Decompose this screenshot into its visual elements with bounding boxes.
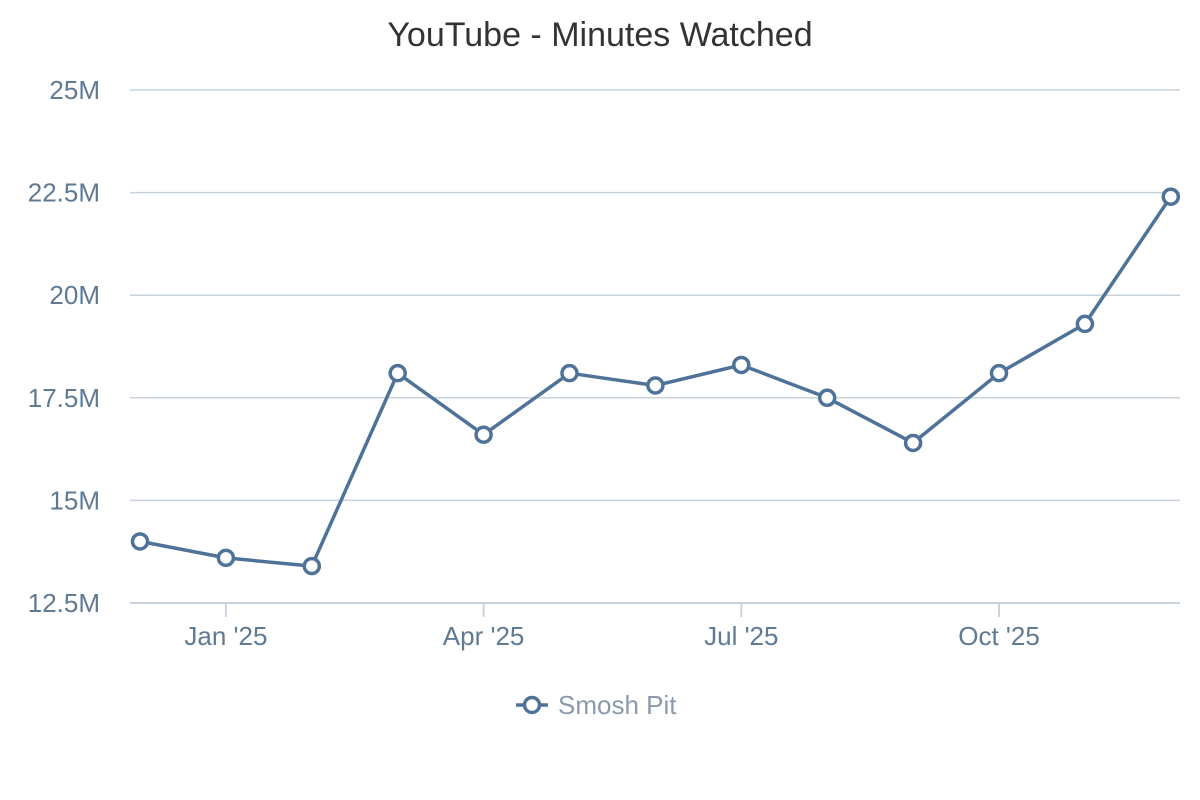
legend-label[interactable]: Smosh Pit xyxy=(558,690,677,720)
y-tick-label: 12.5M xyxy=(28,588,100,618)
data-point[interactable] xyxy=(130,532,150,551)
y-tick-label: 15M xyxy=(49,485,100,515)
y-tick-label: 25M xyxy=(49,75,100,105)
data-point[interactable] xyxy=(560,363,579,383)
y-tick-label: 20M xyxy=(49,280,100,310)
data-point[interactable] xyxy=(732,355,751,375)
data-point[interactable] xyxy=(302,556,322,576)
data-point[interactable] xyxy=(388,363,407,383)
x-tick-label: Oct '25 xyxy=(958,621,1040,651)
series-points xyxy=(130,187,1181,576)
y-axis-ticks: 12.5M 15M 17.5M 20M 22.5M 25M xyxy=(28,75,100,618)
x-tick-label: Jan '25 xyxy=(184,621,267,651)
x-tick-label: Apr '25 xyxy=(443,621,525,651)
legend-marker xyxy=(522,695,542,715)
x-tick-label: Jul '25 xyxy=(704,621,778,651)
data-point[interactable] xyxy=(474,425,493,444)
data-point[interactable] xyxy=(1075,314,1095,334)
chart-title: YouTube - Minutes Watched xyxy=(387,16,812,54)
x-axis: Jan '25 Apr '25 Jul '25 Oct '25 xyxy=(130,602,1180,651)
data-point[interactable] xyxy=(216,548,236,568)
legend[interactable]: Smosh Pit xyxy=(516,690,677,720)
y-tick-label: 22.5M xyxy=(28,178,100,208)
data-point[interactable] xyxy=(646,376,665,395)
y-tick-label: 17.5M xyxy=(28,383,100,413)
gridlines xyxy=(130,89,1180,502)
data-point[interactable] xyxy=(903,433,923,453)
data-point[interactable] xyxy=(1161,187,1181,206)
data-point[interactable] xyxy=(817,388,837,408)
data-point[interactable] xyxy=(989,363,1009,383)
